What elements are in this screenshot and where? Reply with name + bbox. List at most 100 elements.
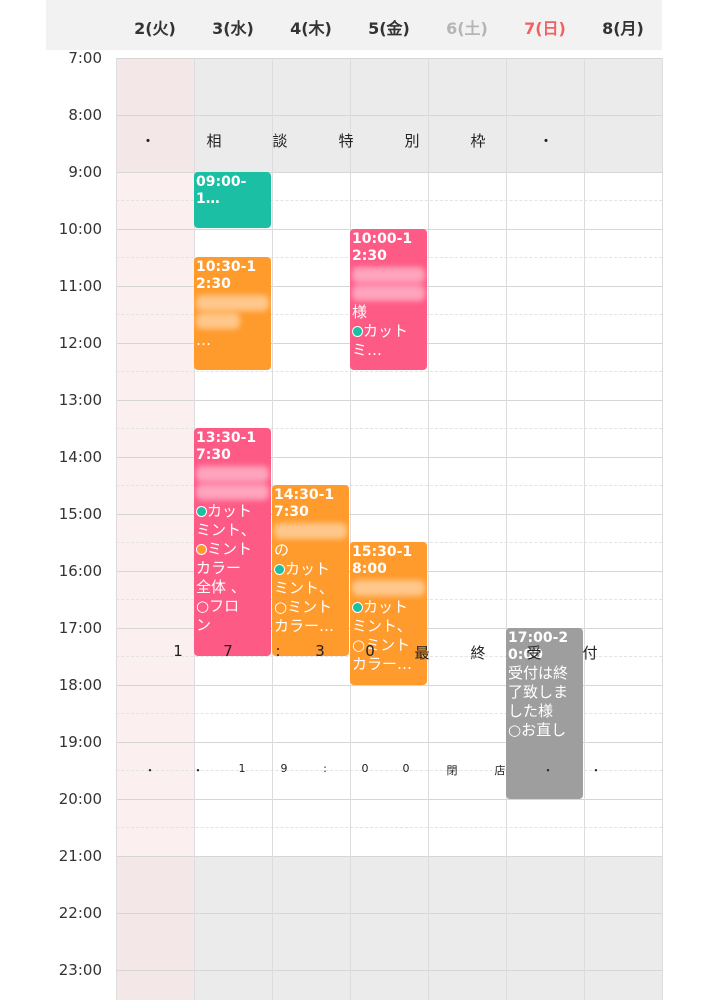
status-dot-icon: [352, 326, 363, 337]
time-label: 13:00: [58, 391, 102, 409]
schedule-grid[interactable]: ・ 相 談 特 別 枠 ・ 09:00-1… 10:30-12:30 … 13:…: [116, 58, 663, 1000]
status-dot-icon: [352, 602, 363, 613]
closing-label: 0: [361, 762, 369, 775]
day-header-mon[interactable]: 8(月): [602, 19, 644, 38]
appointment-detail: …: [196, 331, 211, 349]
time-label: 9:00: [68, 163, 102, 181]
appointment-block[interactable]: 10:30-12:30 …: [194, 257, 271, 370]
day-header-fri[interactable]: 5(金): [368, 19, 410, 38]
day-header-wed[interactable]: 3(水): [212, 19, 254, 38]
last-call-label: 7: [223, 642, 233, 660]
last-call-label: 付: [582, 644, 598, 662]
closing-label: 9: [280, 762, 288, 775]
appointment-detail: 様: [352, 303, 368, 321]
appointment-detail: の: [274, 541, 290, 559]
appointment-detail: 了致しま: [508, 683, 569, 701]
day-header-sat[interactable]: 6(土): [446, 19, 488, 38]
appointment-block[interactable]: 17:00-20:00 受付は終 了致しま した様 ○お直し: [506, 628, 583, 799]
appointment-block[interactable]: 10:00-12:30 様 カット ミ…: [350, 229, 427, 370]
appointment-detail: ミント: [287, 598, 333, 616]
special-slot-label: 談: [272, 132, 288, 150]
time-label: 20:00: [58, 790, 102, 808]
redacted-text: [196, 295, 269, 311]
day-header: 2(火) 3(水) 4(木) 5(金) 6(土) 7(日) 8(月): [46, 0, 662, 50]
status-dot-icon: [196, 544, 207, 555]
special-slot-label: ・: [538, 132, 554, 150]
appointment-detail: ミント: [207, 540, 253, 558]
appointment-detail: ミント、: [196, 521, 256, 539]
appointment-block[interactable]: 13:30-17:30 カット ミント、 ミント カラー 全体 、 ○フロ ン: [194, 428, 271, 656]
last-call-label: :: [275, 642, 281, 660]
special-slot-label: 別: [404, 132, 420, 150]
appointment-time: 09:00-1…: [196, 174, 247, 207]
appointment-block[interactable]: 14:30-17:30 の カット ミント、 ○ミント カラー…: [272, 485, 349, 656]
day-header-tue[interactable]: 2(火): [134, 19, 176, 38]
appointment-detail: ミント、: [274, 579, 334, 597]
time-label: 19:00: [58, 733, 102, 751]
appointment-time: 17:00-20:00: [508, 630, 569, 663]
redacted-text: [274, 523, 347, 539]
closing-label: :: [323, 762, 327, 775]
time-label: 15:00: [58, 505, 102, 523]
appointment-detail: カット: [363, 322, 409, 340]
special-slot-label: 枠: [470, 132, 486, 150]
last-call-label: 受: [526, 644, 542, 662]
redacted-text: [196, 484, 269, 500]
appointment-detail: 全体 、: [196, 578, 246, 596]
status-dot-icon: [196, 506, 207, 517]
appointment-detail: お直し: [521, 721, 567, 739]
appointment-detail: カット: [207, 502, 253, 520]
time-label: 7:00: [68, 49, 102, 67]
appointment-block[interactable]: 15:30-18:00 カット ミント、 ○ミント カラー…: [350, 542, 427, 685]
time-label: 8:00: [68, 106, 102, 124]
redacted-text: [196, 466, 269, 482]
closing-label: 0: [402, 762, 410, 775]
closing-label: ・: [590, 764, 602, 777]
special-slot-label: 相: [206, 132, 222, 150]
closing-label: ・: [144, 764, 156, 777]
time-label: 17:00: [58, 619, 102, 637]
closing-label: ・: [542, 764, 554, 777]
time-label: 23:00: [58, 961, 102, 979]
redacted-text: [352, 285, 425, 301]
appointment-detail: 受付は終: [508, 664, 569, 682]
time-label: 22:00: [58, 904, 102, 922]
redacted-text: [352, 267, 425, 283]
off-hours-night: [116, 856, 662, 1000]
closing-label: 閉: [446, 764, 458, 777]
day-header-sun[interactable]: 7(日): [524, 19, 566, 38]
today-column-highlight: [116, 58, 194, 1000]
appointment-time: 13:30-17:30: [196, 430, 257, 463]
appointment-time: 15:30-18:00: [352, 544, 413, 577]
day-header-thu[interactable]: 4(木): [290, 19, 332, 38]
appointment-detail: ミント: [365, 636, 411, 654]
closing-label: 1: [238, 762, 246, 775]
appointment-block[interactable]: 09:00-1…: [194, 172, 271, 228]
last-call-label: 0: [365, 642, 375, 660]
appointment-detail: カット: [285, 560, 331, 578]
time-label: 16:00: [58, 562, 102, 580]
appointment-detail: した様: [508, 702, 554, 720]
closing-label: ・: [192, 764, 204, 777]
appointment-detail: カット: [363, 598, 409, 616]
appointment-detail: ミント、: [352, 617, 412, 635]
status-dot-icon: [274, 564, 285, 575]
time-label: 14:00: [58, 448, 102, 466]
last-call-label: 1: [173, 642, 183, 660]
appointment-detail: ミ…: [352, 341, 383, 359]
special-slot-label: 特: [338, 132, 354, 150]
last-call-label: 最: [414, 644, 430, 662]
appointment-time: 10:00-12:30: [352, 231, 413, 264]
appointment-time: 10:30-12:30: [196, 259, 257, 292]
special-slot-label: ・: [140, 132, 156, 150]
time-label: 10:00: [58, 220, 102, 238]
redacted-text: [352, 580, 425, 596]
time-label: 11:00: [58, 277, 102, 295]
last-call-label: 終: [470, 644, 486, 662]
time-label: 21:00: [58, 847, 102, 865]
appointment-detail: ン: [196, 616, 212, 634]
time-label: 12:00: [58, 334, 102, 352]
appointment-detail: カラー…: [274, 617, 335, 635]
closing-label: 店: [494, 764, 506, 777]
redacted-text: [196, 313, 240, 329]
